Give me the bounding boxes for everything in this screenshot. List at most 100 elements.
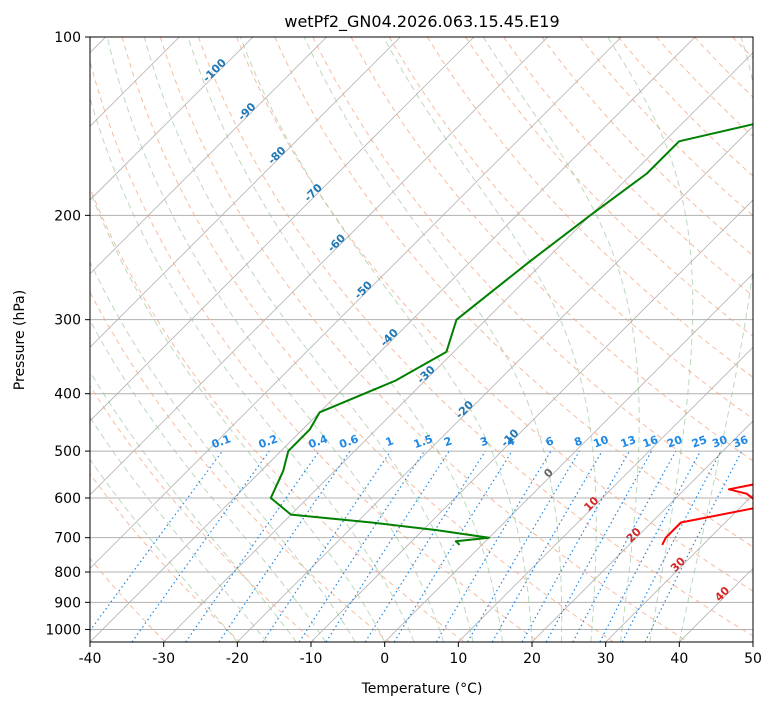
mixing-ratio-label: 10 (592, 433, 611, 451)
isotherm-line (90, 37, 475, 422)
x-tick-label: -30 (152, 651, 175, 667)
mixing-ratio-line (298, 450, 425, 642)
x-tick-label: 40 (670, 651, 688, 667)
isotherm-line (163, 52, 753, 642)
dry-adiabat (350, 37, 753, 462)
isotherm-label: -70 (302, 181, 325, 204)
chart-title: wetPf2_GN04.2026.063.15.45.E19 (284, 12, 559, 32)
dry-adiabat (90, 59, 540, 642)
dry-adiabat (771, 37, 775, 642)
isotherm-line (384, 273, 753, 642)
isotherm-line (310, 199, 753, 642)
y-tick-label: 800 (54, 565, 81, 581)
mixing-ratio-line (364, 450, 486, 642)
moist-adiabat (607, 37, 694, 642)
dry-adiabat (617, 37, 753, 177)
dry-adiabat (312, 37, 753, 505)
x-tick-label: 10 (449, 651, 467, 667)
dry-adiabat (274, 37, 753, 548)
x-tick-label: -10 (300, 651, 323, 667)
x-tick-label: -20 (226, 651, 249, 667)
dry-adiabat (236, 37, 753, 592)
isotherm-line (90, 37, 401, 348)
mixing-ratio-label: 6 (544, 434, 556, 449)
profile-lines (269, 123, 753, 546)
isotherm-label: 40 (712, 584, 732, 604)
isotherm-label: -80 (265, 144, 288, 167)
mixing-ratio-label: 20 (665, 433, 684, 451)
mixing-ratio-line (218, 450, 351, 642)
moist-adiabat (90, 458, 238, 642)
dry-adiabat (90, 291, 390, 642)
mixing-ratio-line (131, 450, 270, 642)
dry-adiabat (90, 472, 241, 642)
x-tick-label: 30 (597, 651, 615, 667)
isotherm-label: 20 (624, 525, 644, 545)
moist-adiabat (106, 37, 445, 642)
dewpoint-line (269, 123, 753, 546)
x-tick-label: 50 (744, 651, 762, 667)
y-axis-title: Pressure (hPa) (12, 290, 28, 390)
mixing-ratio-line (545, 450, 653, 642)
mixing-ratio-label: 8 (572, 434, 584, 449)
mixing-ratio-label: 16 (641, 433, 660, 451)
mixing-ratio-label: 1.5 (412, 432, 435, 451)
dry-adiabat (90, 186, 465, 642)
mixing-ratio-line (90, 450, 223, 632)
moist-adiabat (90, 260, 356, 642)
y-tick-label: 200 (54, 208, 81, 224)
moist-adiabat (482, 37, 640, 642)
mixing-ratio-line (644, 450, 743, 642)
isotherm-label: -90 (235, 100, 258, 123)
isotherm-line (90, 37, 548, 496)
mixing-ratio-label: 25 (690, 433, 709, 450)
y-tick-label: 700 (54, 531, 81, 547)
mixing-ratio-line (572, 450, 677, 642)
y-tick-label: 500 (54, 444, 81, 460)
isotherm-label: -30 (414, 363, 437, 386)
mixing-ratio-label: 0.4 (307, 432, 330, 451)
moist-adiabat (303, 37, 563, 642)
moist-adiabat (90, 370, 297, 642)
y-tick-label: 1000 (45, 622, 81, 638)
y-tick-label: 100 (54, 30, 81, 46)
isotherm-label: -10 (498, 426, 521, 449)
isotherm-line (90, 37, 327, 275)
moist-adiabat (90, 189, 386, 642)
y-tick-label: 400 (54, 387, 81, 403)
dry-adiabat (465, 37, 753, 337)
mixing-ratio-label: 3 (478, 434, 490, 449)
mixing-ratio-label: 0.1 (210, 432, 233, 451)
isotherm-label: -20 (453, 398, 476, 421)
isotherm-label: -60 (325, 231, 348, 254)
mixing-ratio-label: 36 (731, 433, 750, 451)
isotherm-label: -100 (200, 56, 229, 85)
x-axis-title: Temperature (°C) (361, 681, 483, 697)
dry-adiabat (503, 37, 753, 297)
moist-adiabat (143, 37, 474, 642)
x-tick-label: 20 (523, 651, 541, 667)
mixing-ratio-label: 1 (384, 434, 396, 449)
isotherm-label: -50 (352, 278, 375, 301)
temperature-line (661, 483, 753, 546)
plot-frame (89, 36, 754, 643)
background-lines (90, 37, 775, 642)
mixing-ratio-line (325, 450, 450, 642)
mixing-ratio-line (185, 450, 320, 642)
dry-adiabat (426, 37, 753, 378)
mixing-ratio-label: 0.2 (257, 432, 280, 451)
moist-adiabat (678, 37, 753, 642)
mixing-ratio-label: 30 (710, 433, 729, 451)
isotherm-line (90, 37, 254, 201)
mixing-ratio-label: 4 (505, 434, 517, 449)
y-tick-label: 600 (54, 491, 81, 507)
x-tick-label: -40 (79, 651, 102, 667)
y-tick-label: 300 (54, 313, 81, 329)
mixing-ratio-label: 13 (619, 433, 638, 450)
dry-adiabat (388, 37, 753, 420)
y-tick-label: 900 (54, 595, 81, 611)
dry-adiabat (159, 37, 689, 642)
mixing-ratio-line (521, 450, 631, 642)
moist-adiabat (90, 416, 268, 642)
